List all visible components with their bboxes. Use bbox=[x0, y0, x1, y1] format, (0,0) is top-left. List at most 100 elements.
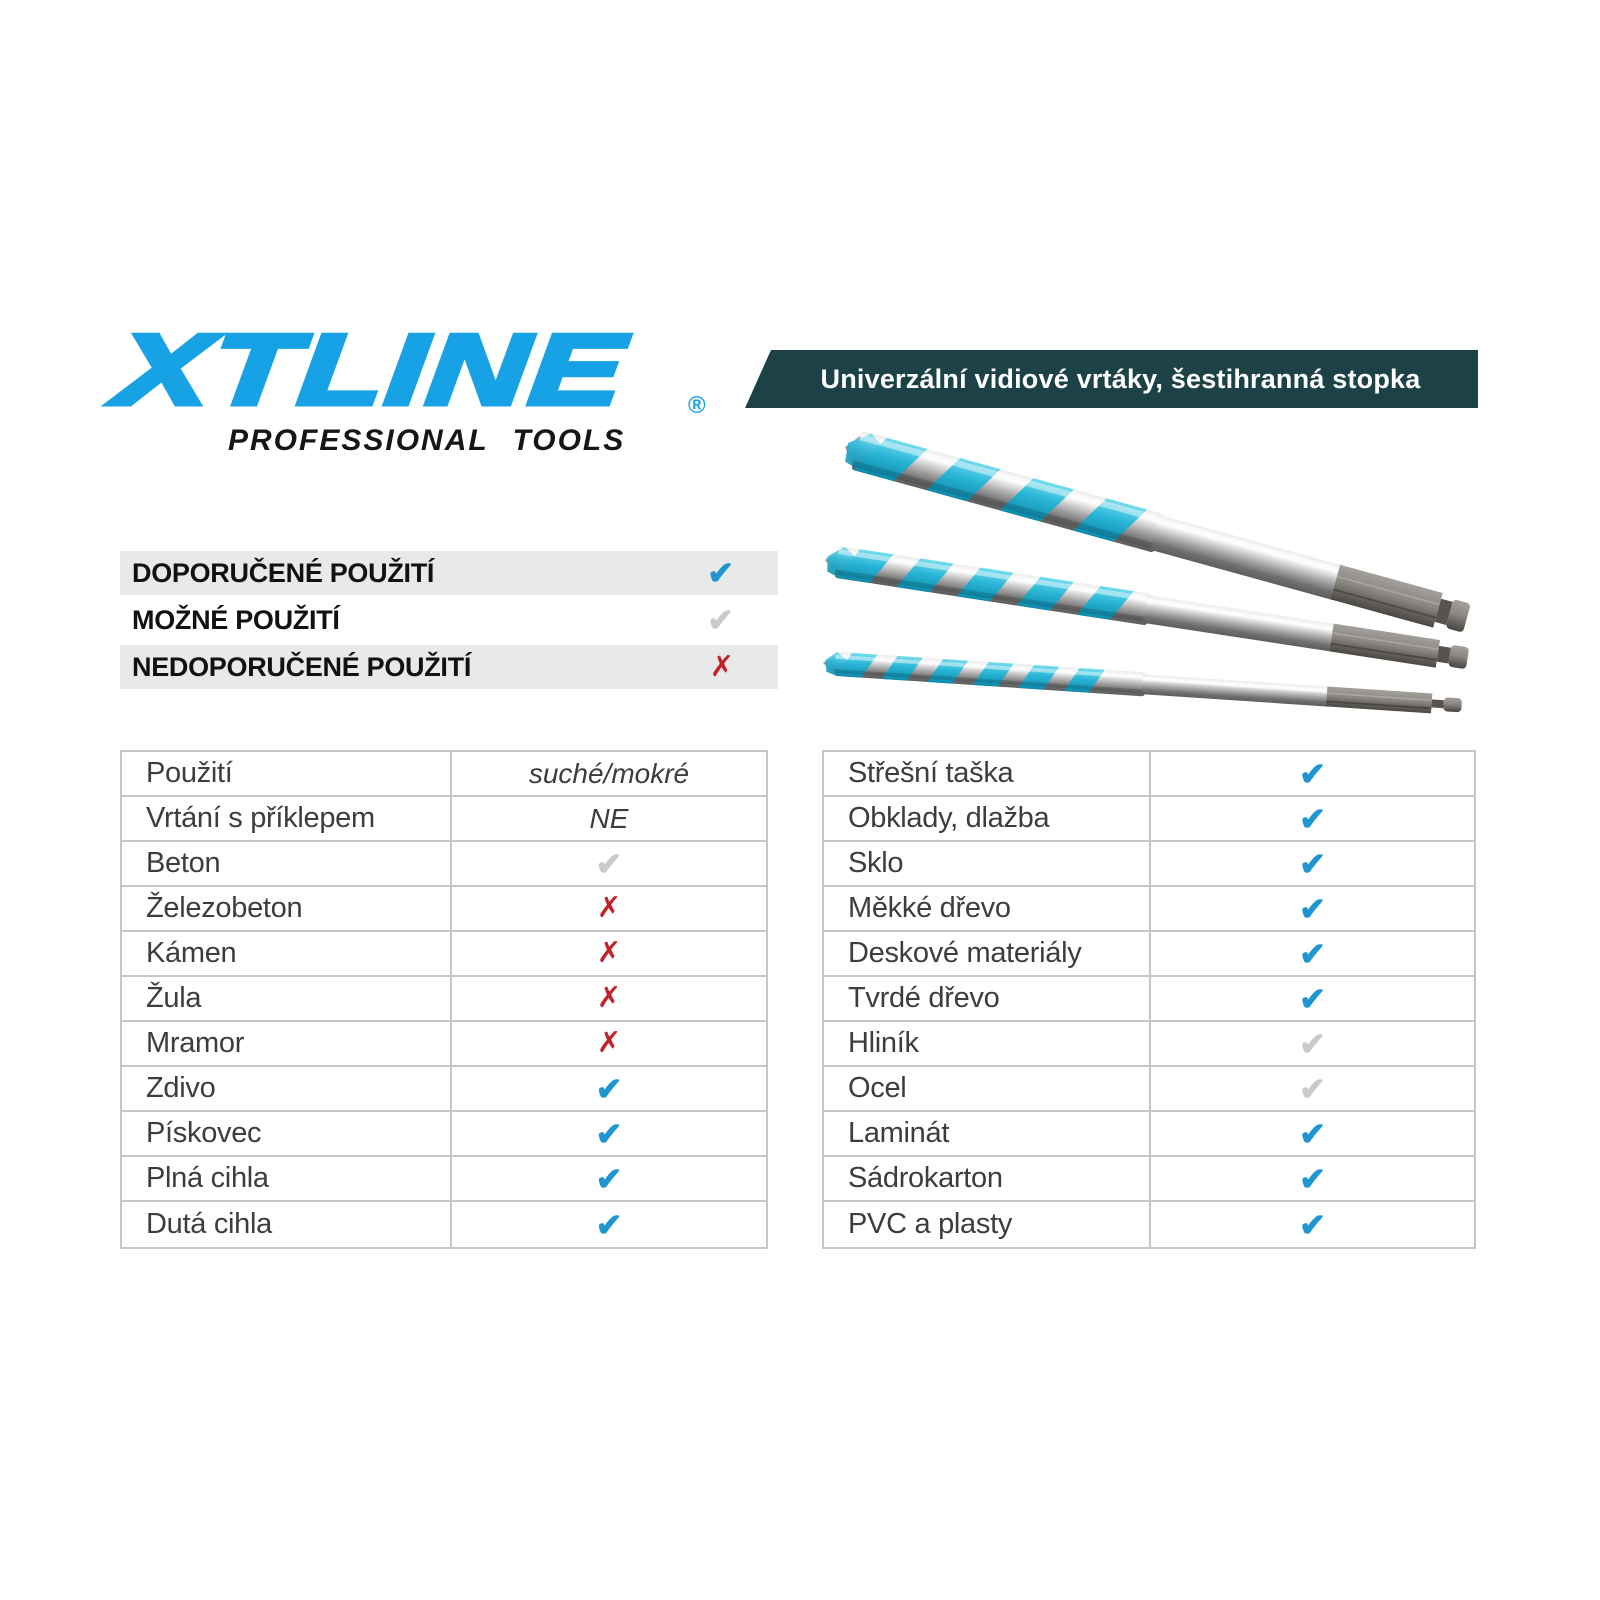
row-label: Tvrdé dřevo bbox=[824, 977, 1151, 1020]
table-row: Beton ✔ bbox=[122, 842, 766, 887]
row-value: ✔ bbox=[452, 1112, 766, 1155]
check-icon: ✔ bbox=[707, 555, 734, 591]
cross-icon: ✗ bbox=[709, 650, 734, 683]
row-value-text: suché/mokré bbox=[528, 757, 690, 789]
check-icon: ✔ bbox=[1299, 1160, 1326, 1197]
legend-row: NEDOPORUČENÉ POUŽITÍ ✗ bbox=[120, 645, 778, 689]
row-label: Laminát bbox=[824, 1112, 1151, 1155]
check-icon: ✔ bbox=[1299, 980, 1326, 1017]
drill-bit bbox=[845, 431, 1470, 632]
check-icon: ✔ bbox=[1299, 845, 1326, 882]
row-value-text: NE bbox=[589, 802, 629, 834]
row-value: suché/mokré bbox=[452, 752, 766, 795]
table-row: Obklady, dlažba ✔ bbox=[824, 797, 1474, 842]
row-label: Pískovec bbox=[122, 1112, 452, 1155]
row-value: ✔ bbox=[452, 1202, 766, 1247]
check-icon: ✔ bbox=[595, 845, 623, 882]
table-row: Dutá cihla ✔ bbox=[122, 1202, 766, 1247]
check-icon: ✔ bbox=[595, 1206, 623, 1243]
cross-icon: ✗ bbox=[596, 892, 622, 924]
product-photo-drill-bits bbox=[823, 431, 1470, 714]
usage-table-right: Střešní taška ✔ Obklady, dlažba ✔ Sklo ✔ Měkké… bbox=[822, 750, 1476, 1249]
legend-row: MOŽNÉ POUŽITÍ ✔ bbox=[120, 598, 778, 642]
usage-table-left: Použití suché/mokré Vrtání s příklepem NE Be… bbox=[120, 750, 768, 1249]
table-row: Hliník ✔ bbox=[824, 1022, 1474, 1067]
check-icon: ✔ bbox=[1299, 1070, 1326, 1107]
row-label: Sklo bbox=[824, 842, 1151, 885]
title-banner: Univerzální vidiové vrtáky, šestihranná … bbox=[745, 350, 1478, 408]
row-label: Plná cihla bbox=[122, 1157, 452, 1200]
table-row: Střešní taška ✔ bbox=[824, 752, 1474, 797]
row-label: Zdivo bbox=[122, 1067, 452, 1110]
check-icon: ✔ bbox=[1299, 800, 1326, 837]
row-value: ✗ bbox=[452, 887, 766, 930]
row-label: Deskové materiály bbox=[824, 932, 1151, 975]
drill-bit bbox=[825, 546, 1469, 669]
row-value: ✗ bbox=[452, 1022, 766, 1065]
row-value: ✔ bbox=[1151, 1202, 1474, 1247]
table-row: Mramor ✗ bbox=[122, 1022, 766, 1067]
table-row: Deskové materiály ✔ bbox=[824, 932, 1474, 977]
check-icon: ✔ bbox=[595, 1160, 623, 1197]
brand-logo: XTLINE bbox=[110, 311, 634, 429]
table-row: Žula ✗ bbox=[122, 977, 766, 1022]
table-row: Použití suché/mokré bbox=[122, 752, 766, 797]
legend-row: DOPORUČENÉ POUŽITÍ ✔ bbox=[120, 551, 778, 595]
row-value: NE bbox=[452, 797, 766, 840]
row-label: Vrtání s příklepem bbox=[122, 797, 452, 840]
legend-label: DOPORUČENÉ POUŽITÍ bbox=[132, 557, 435, 588]
table-row: Železobeton ✗ bbox=[122, 887, 766, 932]
table-row: Ocel ✔ bbox=[824, 1067, 1474, 1112]
registered-trademark-icon: ® bbox=[688, 392, 706, 419]
table-row: Zdivo ✔ bbox=[122, 1067, 766, 1112]
row-label: Použití bbox=[122, 752, 452, 795]
legend-label: NEDOPORUČENÉ POUŽITÍ bbox=[132, 651, 472, 682]
table-row: Pískovec ✔ bbox=[122, 1112, 766, 1157]
row-value: ✔ bbox=[1151, 932, 1474, 975]
page-title: Univerzální vidiové vrtáky, šestihranná … bbox=[820, 363, 1421, 394]
drill-bit bbox=[823, 651, 1462, 714]
table-row: Vrtání s příklepem NE bbox=[122, 797, 766, 842]
cross-icon: ✗ bbox=[596, 937, 622, 969]
brand-tagline: PROFESSIONAL TOOLS bbox=[228, 424, 626, 457]
row-label: Ocel bbox=[824, 1067, 1151, 1110]
row-label: Mramor bbox=[122, 1022, 452, 1065]
row-label: Žula bbox=[122, 977, 452, 1020]
row-label: Měkké dřevo bbox=[824, 887, 1151, 930]
check-icon: ✔ bbox=[1299, 1206, 1326, 1243]
check-icon: ✔ bbox=[1299, 755, 1326, 792]
check-icon: ✔ bbox=[1299, 935, 1326, 972]
table-row: Sádrokarton ✔ bbox=[824, 1157, 1474, 1202]
row-label: Obklady, dlažba bbox=[824, 797, 1151, 840]
row-label: Kámen bbox=[122, 932, 452, 975]
row-value: ✔ bbox=[1151, 752, 1474, 795]
row-label: Dutá cihla bbox=[122, 1202, 452, 1247]
row-label: Sádrokarton bbox=[824, 1157, 1151, 1200]
row-value: ✔ bbox=[1151, 887, 1474, 930]
table-row: Tvrdé dřevo ✔ bbox=[824, 977, 1474, 1022]
row-value: ✔ bbox=[1151, 842, 1474, 885]
row-label: Beton bbox=[122, 842, 452, 885]
row-value: ✔ bbox=[452, 1157, 766, 1200]
check-icon: ✔ bbox=[1299, 1025, 1326, 1062]
row-value: ✔ bbox=[1151, 1112, 1474, 1155]
table-row: Sklo ✔ bbox=[824, 842, 1474, 887]
table-row: Kámen ✗ bbox=[122, 932, 766, 977]
check-icon: ✔ bbox=[595, 1115, 623, 1152]
row-label: Hliník bbox=[824, 1022, 1151, 1065]
cross-icon: ✗ bbox=[596, 1027, 622, 1059]
row-value: ✔ bbox=[1151, 1022, 1474, 1065]
row-value: ✗ bbox=[452, 977, 766, 1020]
row-label: PVC a plasty bbox=[824, 1202, 1151, 1247]
row-value: ✗ bbox=[452, 932, 766, 975]
table-row: Laminát ✔ bbox=[824, 1112, 1474, 1157]
check-icon: ✔ bbox=[595, 1070, 623, 1107]
cross-icon: ✗ bbox=[596, 982, 622, 1014]
row-label: Střešní taška bbox=[824, 752, 1151, 795]
check-icon: ✔ bbox=[1299, 890, 1326, 927]
table-row: Plná cihla ✔ bbox=[122, 1157, 766, 1202]
check-icon: ✔ bbox=[1299, 1115, 1326, 1152]
row-value: ✔ bbox=[452, 842, 766, 885]
table-row: PVC a plasty ✔ bbox=[824, 1202, 1474, 1247]
